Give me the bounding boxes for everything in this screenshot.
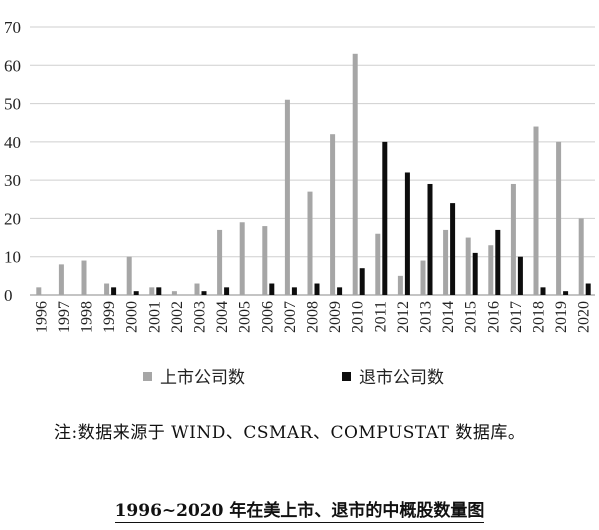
x-tick-label-2009: 2009 [327,301,344,333]
x-tick-label-1998: 1998 [79,301,96,333]
bar-listed-2004 [217,229,223,295]
bar-listed-1999 [104,283,110,295]
y-axis-ticks: 0 10 20 30 40 50 60 70 [4,18,21,305]
legend: 上市公司数 退市公司数 [143,368,444,388]
y-tick-label-10: 10 [4,248,21,267]
bar-delisted-2000 [133,291,139,295]
y-tick-label-70: 70 [4,18,21,37]
x-tick-label-2018: 2018 [531,301,548,333]
bar-listed-2003 [194,283,200,295]
bar-listed-2017 [510,183,516,295]
x-tick-label-2017: 2017 [508,301,525,333]
y-tick-label-40: 40 [4,133,21,152]
bar-listed-2018 [533,126,539,296]
bar-delisted-2018 [540,287,546,295]
x-tick-label-2001: 2001 [146,301,163,333]
x-tick-label-2008: 2008 [305,301,322,333]
x-tick-label-2020: 2020 [576,301,593,333]
bar-listed-1997 [58,264,64,295]
legend-swatch-delisted [342,372,351,381]
bar-delisted-2008 [314,283,320,295]
bar-delisted-1999 [111,287,117,295]
x-tick-label-2003: 2003 [192,301,209,333]
bar-listed-1996 [36,287,42,295]
x-tick-label-2013: 2013 [418,301,435,333]
y-tick-label-60: 60 [4,56,21,75]
bar-delisted-2011 [382,141,388,295]
bar-listed-2013 [420,260,426,295]
bar-delisted-2019 [563,291,569,295]
bar-chart: 0 10 20 30 40 50 60 70 1996 1997 1998 1999 2000 2001… [4,18,595,388]
bar-delisted-2013 [427,183,433,295]
bar-listed-2009 [330,134,336,295]
bar-listed-2007 [284,99,290,295]
bar-listed-2019 [556,141,562,295]
y-tick-label-0: 0 [4,286,13,305]
bar-delisted-2016 [495,229,501,295]
bar-listed-2005 [239,222,245,295]
x-tick-label-2007: 2007 [282,301,299,333]
bar-delisted-2001 [156,287,162,295]
y-tick-label-30: 30 [4,171,21,190]
bar-listed-2002 [171,291,177,295]
bar-listed-2012 [397,275,403,295]
bar-delisted-2020 [585,283,591,295]
bar-listed-2014 [443,229,449,295]
bar-delisted-2006 [269,283,275,295]
bar-delisted-2014 [450,203,456,295]
bar-listed-2006 [262,226,268,295]
caption-text: 1996~2020 年在美上市、退市的中概股数量图 [114,501,485,523]
legend-label-listed: 上市公司数 [160,368,245,388]
x-tick-label-2005: 2005 [237,301,254,333]
bar-listed-2001 [149,287,155,295]
data-source-note: 注:数据来源于 WIND、CSMAR、COMPUSTAT 数据库。 [54,423,526,443]
bar-delisted-2003 [201,291,207,295]
bar-delisted-2015 [472,252,478,295]
legend-label-delisted: 退市公司数 [359,368,444,388]
bar-delisted-2007 [291,287,297,295]
bar-delisted-2004 [224,287,230,295]
x-tick-label-2004: 2004 [214,301,231,333]
x-tick-label-2012: 2012 [395,301,412,333]
bar-delisted-2010 [359,268,365,295]
bar-listed-2015 [465,237,471,295]
bar-delisted-2012 [404,172,410,295]
bar-listed-2016 [488,245,494,295]
x-tick-label-2000: 2000 [124,301,141,333]
x-tick-label-2006: 2006 [259,301,276,333]
bar-listed-2020 [578,218,584,295]
bar-delisted-2009 [337,287,343,295]
bar-listed-2000 [126,256,132,295]
x-tick-label-1997: 1997 [56,301,73,333]
x-tick-label-2019: 2019 [553,301,570,333]
x-tick-label-1999: 1999 [101,301,118,333]
bar-listed-2008 [307,191,313,295]
bars [36,53,591,296]
bar-listed-2010 [352,53,358,295]
figure-caption: 1996~2020 年在美上市、退市的中概股数量图 [0,496,599,523]
x-tick-label-2015: 2015 [463,301,480,333]
bar-delisted-2017 [517,256,523,295]
legend-swatch-listed [143,372,152,381]
x-axis-ticks: 1996 1997 1998 1999 2000 2001 2002 2003 2004 2005… [33,301,592,333]
x-tick-label-2010: 2010 [350,301,367,333]
x-tick-label-2011: 2011 [372,301,389,332]
x-tick-label-2014: 2014 [440,301,457,333]
x-tick-label-1996: 1996 [33,301,50,333]
x-tick-label-2016: 2016 [485,301,502,333]
bar-listed-1998 [81,260,87,295]
bar-listed-2011 [375,233,381,295]
y-tick-label-50: 50 [4,95,21,114]
y-tick-label-20: 20 [4,209,21,228]
x-tick-label-2002: 2002 [169,301,186,333]
